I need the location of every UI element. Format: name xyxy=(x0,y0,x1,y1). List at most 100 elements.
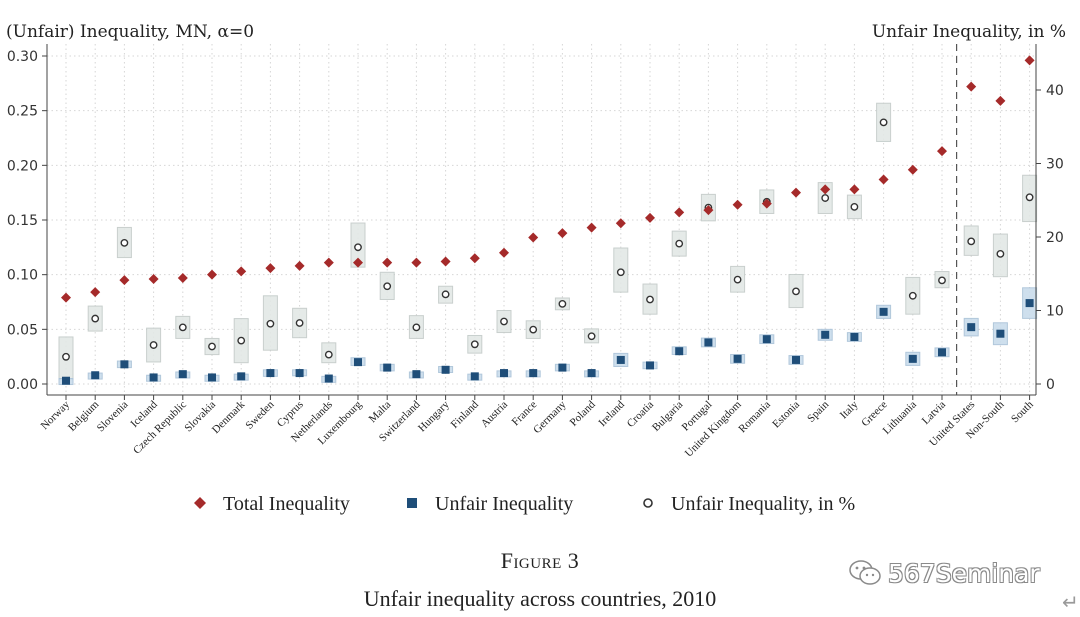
unfair-point xyxy=(704,338,713,347)
category-label: Estonia xyxy=(770,399,802,431)
wechat-logo-icon xyxy=(849,560,881,585)
unfair-point xyxy=(616,355,625,364)
unfair-point xyxy=(266,369,275,378)
unfair-point xyxy=(646,361,654,370)
total-point xyxy=(265,263,276,274)
pct-point xyxy=(616,268,625,277)
total-point xyxy=(90,287,101,298)
confidence-boxes xyxy=(58,102,1038,386)
left-tick-label: 0.00 xyxy=(7,377,38,393)
pct-point xyxy=(178,323,187,332)
total-point xyxy=(586,222,597,233)
total-point xyxy=(674,207,685,218)
category-label: Germany xyxy=(531,398,569,436)
unfair-point xyxy=(208,373,216,382)
legend: Total Inequality Unfair Inequality Unfair … xyxy=(194,493,855,515)
pct-point xyxy=(120,238,129,247)
left-tick-label: 0.25 xyxy=(7,104,38,120)
total-point xyxy=(411,257,422,268)
pct-point xyxy=(821,194,830,202)
total-point xyxy=(353,257,363,268)
unfair-point xyxy=(675,347,684,356)
watermark: 567Seminar xyxy=(848,556,1040,590)
unfair-point xyxy=(558,363,567,372)
unfair-point xyxy=(762,335,771,344)
total-point xyxy=(499,247,509,258)
pct-point xyxy=(470,340,479,349)
left-tick-label: 0.05 xyxy=(7,322,38,338)
pct-point xyxy=(412,323,421,332)
pct-point xyxy=(208,342,216,351)
total-point xyxy=(236,266,247,277)
total-point xyxy=(557,228,568,239)
pct-point xyxy=(908,291,917,300)
pct-point xyxy=(646,295,654,304)
gridlines xyxy=(47,44,1036,395)
category-label: Italy xyxy=(838,398,861,421)
unfair-point xyxy=(587,369,596,378)
unfair-point xyxy=(879,307,888,316)
total-point xyxy=(615,218,626,229)
pct-point xyxy=(996,250,1005,258)
category-label: Malta xyxy=(367,399,394,426)
unfair-point xyxy=(354,358,362,367)
figure-title: Unfair inequality across countries, 2010 xyxy=(363,586,717,611)
unfair-point xyxy=(178,370,187,379)
right-tick-label: 30 xyxy=(1046,157,1064,173)
pct-point xyxy=(529,325,538,334)
legend-label: Unfair Inequality, in % xyxy=(671,493,855,515)
legend-diamond-icon xyxy=(194,497,206,509)
total-point xyxy=(382,257,393,268)
total-point xyxy=(177,272,188,283)
pct-point xyxy=(324,350,333,359)
pct-point xyxy=(1025,193,1034,202)
unfair-point xyxy=(324,374,333,383)
total-point xyxy=(1024,55,1035,66)
category-label: Hungary xyxy=(416,398,452,434)
left-tick-label: 0.30 xyxy=(7,49,38,65)
category-label: Finland xyxy=(449,398,482,431)
unfair-point xyxy=(821,330,830,339)
right-tick-label: 0 xyxy=(1046,377,1055,393)
total-point xyxy=(469,253,480,264)
unfair-point xyxy=(908,354,917,363)
unfair-point xyxy=(529,369,538,378)
left-axis-title: (Unfair) Inequality, MN, α=0 xyxy=(6,22,254,42)
unfair-point xyxy=(295,369,304,378)
legend-circle-icon xyxy=(643,498,653,508)
unfair-point xyxy=(733,354,742,363)
unfair-point xyxy=(441,365,450,374)
category-label: Slovenia xyxy=(95,399,131,435)
legend-label: Unfair Inequality xyxy=(435,493,573,515)
right-tick-label: 20 xyxy=(1046,230,1064,246)
total-point xyxy=(761,198,772,209)
right-axis-title: Unfair Inequality, in % xyxy=(872,22,1066,42)
unfair-point xyxy=(120,360,129,369)
total-point xyxy=(148,274,159,285)
legend-label: Total Inequality xyxy=(223,493,350,515)
total-point xyxy=(645,212,655,223)
category-label: Czech Republic xyxy=(131,399,189,457)
category-label: Poland xyxy=(568,398,598,428)
unfair-point xyxy=(237,372,246,381)
left-tick-label: 0.20 xyxy=(7,158,38,174)
category-label: Spain xyxy=(805,398,832,425)
pct-point xyxy=(295,319,304,327)
pct-point xyxy=(62,352,70,361)
left-tick-label: 0.15 xyxy=(7,213,38,229)
pct-point xyxy=(587,332,596,341)
total-point xyxy=(61,292,71,303)
pct-point xyxy=(354,243,362,252)
category-label: Ireland xyxy=(596,398,627,429)
right-tick-label: 10 xyxy=(1046,304,1064,320)
pct-point xyxy=(850,202,859,211)
legend-square-icon xyxy=(407,498,417,508)
pct-point xyxy=(149,341,158,349)
total-point xyxy=(294,260,305,271)
unfair-point xyxy=(383,363,392,372)
category-label: Austria xyxy=(479,399,510,430)
total-point xyxy=(732,199,743,210)
unfair-point xyxy=(792,355,800,364)
left-tick-label: 0.10 xyxy=(7,268,38,284)
figure-label: Figure 3 xyxy=(500,548,580,573)
